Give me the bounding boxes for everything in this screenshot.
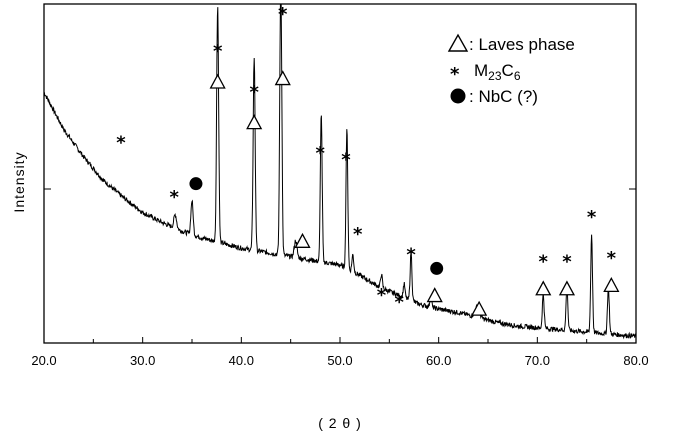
laves-phase-triangle-marker xyxy=(535,280,552,296)
m23c6-star-marker: * xyxy=(170,187,180,208)
m23c6-star-marker: * xyxy=(607,248,617,269)
xrd-spectrum-line xyxy=(43,4,637,340)
x-tick-label: 80.0 xyxy=(623,353,648,368)
laves-phase-triangle-marker xyxy=(274,70,291,86)
y-axis-title: Intensity xyxy=(11,151,27,212)
legend-sub-23: 23 xyxy=(488,69,502,83)
nbc-circle-marker xyxy=(189,177,203,191)
x-axis-tick-labels: 20.0 30.0 40.0 50.0 60.0 70.0 80.0 xyxy=(31,353,648,368)
m23c6-star-marker: * xyxy=(406,244,416,265)
m23c6-star-marker: * xyxy=(341,150,351,171)
legend-star-icon: * xyxy=(450,64,460,85)
x-tick-label: 30.0 xyxy=(130,353,155,368)
legend-c-letter: C xyxy=(502,61,514,80)
x-tick-label: 40.0 xyxy=(229,353,254,368)
laves-phase-triangle-marker xyxy=(426,287,443,303)
m23c6-star-marker: * xyxy=(213,41,223,62)
legend-sub-6: 6 xyxy=(514,69,521,83)
m23c6-star-marker: * xyxy=(249,82,259,103)
m23c6-star-marker: * xyxy=(377,285,387,306)
legend-label-nbc: : NbC (?) xyxy=(469,87,538,106)
peak-annotations: * * * * * * * * * * * * * * * xyxy=(116,4,620,316)
laves-phase-triangle-marker xyxy=(471,300,488,316)
x-axis-title: ( 2 θ ) xyxy=(318,415,362,431)
legend-label-m23c6: M23C6 xyxy=(474,61,521,83)
m23c6-star-marker: * xyxy=(539,251,549,272)
m23c6-star-marker: * xyxy=(394,292,404,313)
legend-circle-icon xyxy=(450,88,466,104)
laves-phase-triangle-marker xyxy=(246,114,263,130)
laves-phase-triangle-marker xyxy=(558,280,576,296)
m23c6-star-marker: * xyxy=(587,207,597,228)
laves-phase-triangle-marker xyxy=(603,276,620,293)
x-tick-label: 60.0 xyxy=(426,353,451,368)
m23c6-star-marker: * xyxy=(278,4,288,25)
nbc-circle-marker xyxy=(430,261,444,275)
legend-label-laves: : Laves phase xyxy=(469,35,575,54)
legend-triangle-icon xyxy=(447,33,469,52)
x-axis-ticks xyxy=(43,337,637,343)
x-tick-label: 50.0 xyxy=(327,353,352,368)
x-tick-label: 70.0 xyxy=(525,353,550,368)
m23c6-star-marker: * xyxy=(562,251,572,272)
x-tick-label: 20.0 xyxy=(31,353,56,368)
m23c6-star-marker: * xyxy=(116,133,126,154)
laves-phase-triangle-marker xyxy=(294,232,311,248)
m23c6-star-marker: * xyxy=(353,224,363,245)
laves-phase-triangle-marker xyxy=(209,73,226,89)
legend-m-letter: M xyxy=(474,61,488,80)
m23c6-star-marker: * xyxy=(316,143,326,164)
legend: : Laves phase * M23C6 : NbC (?) xyxy=(447,33,575,106)
